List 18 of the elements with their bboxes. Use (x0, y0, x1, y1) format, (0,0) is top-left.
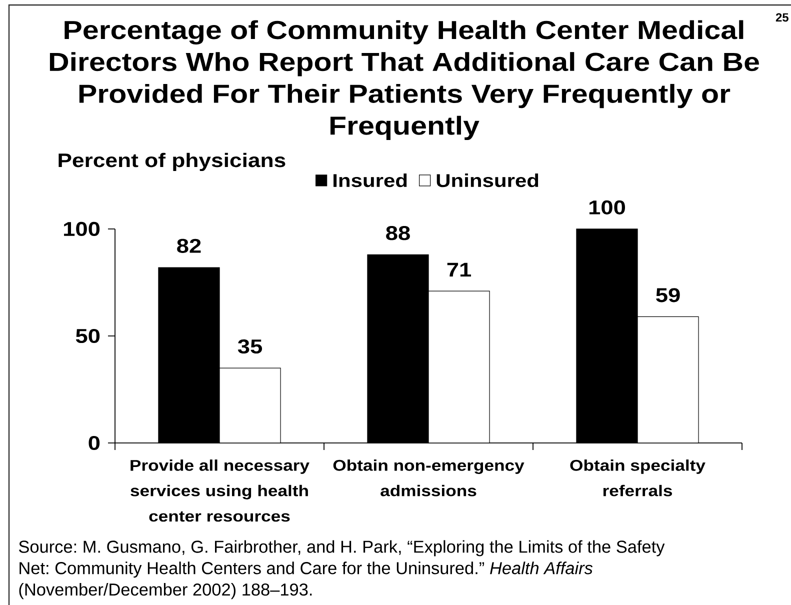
y-tick-label: 0 (88, 436, 100, 450)
data-label: 100 (589, 200, 626, 214)
data-label: 88 (386, 226, 410, 240)
y-axis-title: Percent of physicians (58, 152, 286, 172)
legend-label: Insured (334, 174, 407, 188)
x-tick-label: Obtain specialty referrals (570, 460, 706, 496)
data-label: 71 (447, 262, 472, 277)
data-label: 59 (656, 288, 680, 302)
y-tick-label: 50 (76, 328, 100, 344)
data-label: 82 (177, 238, 201, 253)
x-tick-label: Provide all necessary services using health center resources (130, 460, 310, 522)
data-label: 35 (238, 339, 262, 354)
text: Source: M. Gusmano, G. Fairbrother, and H. Park, “Exploring the Limits of the Safety Net: Community Health Centers and Care for the Uninsured.” Health Affairs (November/December 2002) 188–193. (18, 540, 665, 600)
x-tick-label: Obtain non-emergency admissions (333, 460, 524, 496)
legend-label: Uninsured (436, 174, 538, 188)
y-tick-label: 100 (64, 222, 100, 236)
chart-title: Percentage of Community Health Center Medical Directors Who Report That Additional Care Can Be Provided For Their Patients Very Frequently or Frequently (50, 20, 759, 140)
text: 25 (776, 13, 788, 22)
